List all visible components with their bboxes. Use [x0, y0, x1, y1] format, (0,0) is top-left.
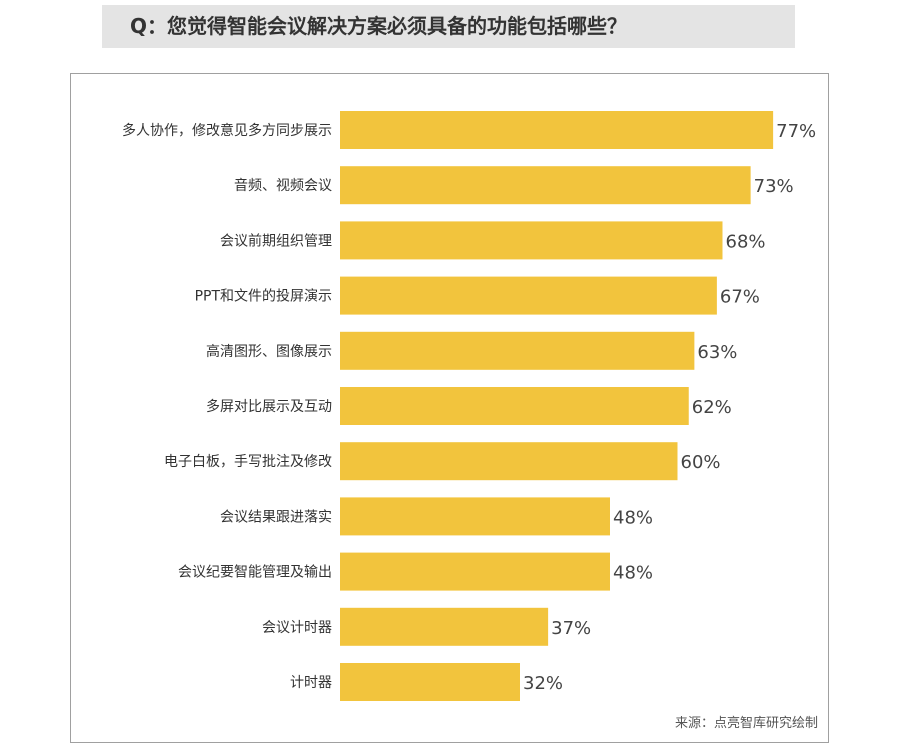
category-label: 电子白板，手写批注及修改: [164, 454, 332, 470]
bar: [340, 497, 610, 536]
category-label: 会议计时器: [262, 620, 332, 636]
data-label: 48%: [613, 507, 653, 528]
category-label: 高清图形、图像展示: [206, 343, 332, 360]
category-label: 会议结果跟进落实: [220, 509, 332, 525]
bar: [340, 663, 520, 701]
data-label: 48%: [613, 563, 653, 584]
category-label: 会议前期组织管理: [220, 232, 332, 249]
data-label: 62%: [692, 397, 732, 418]
bar: [340, 607, 549, 646]
bar: [340, 111, 774, 149]
data-label: 67%: [720, 287, 760, 308]
source-note: 来源：点亮智库研究绘制: [674, 716, 818, 731]
bar: [340, 331, 695, 370]
category-label: 计时器: [290, 675, 332, 691]
category-label: PPT和文件的投屏演示: [195, 289, 332, 305]
data-label: 37%: [551, 618, 591, 639]
chart-frame: [70, 73, 829, 743]
category-label: 音频、视频会议: [234, 177, 332, 194]
bar: [340, 387, 689, 425]
data-label: 60%: [681, 452, 721, 473]
bar: [340, 442, 678, 481]
data-label: 73%: [754, 176, 794, 197]
data-label: 32%: [523, 673, 563, 694]
chart-title: Q：您觉得智能会议解决方案必须具备的功能包括哪些？: [102, 5, 795, 48]
data-label: 77%: [776, 121, 816, 142]
bar: [340, 276, 717, 315]
data-label: 63%: [697, 342, 737, 363]
category-label: 多人协作，修改意见多方同步展示: [122, 122, 332, 139]
category-label: 会议纪要智能管理及输出: [178, 565, 332, 581]
bar: [340, 552, 610, 591]
category-label: 多屏对比展示及互动: [206, 398, 332, 415]
bar: [340, 166, 751, 205]
data-label: 68%: [726, 231, 766, 252]
bar: [340, 221, 723, 260]
